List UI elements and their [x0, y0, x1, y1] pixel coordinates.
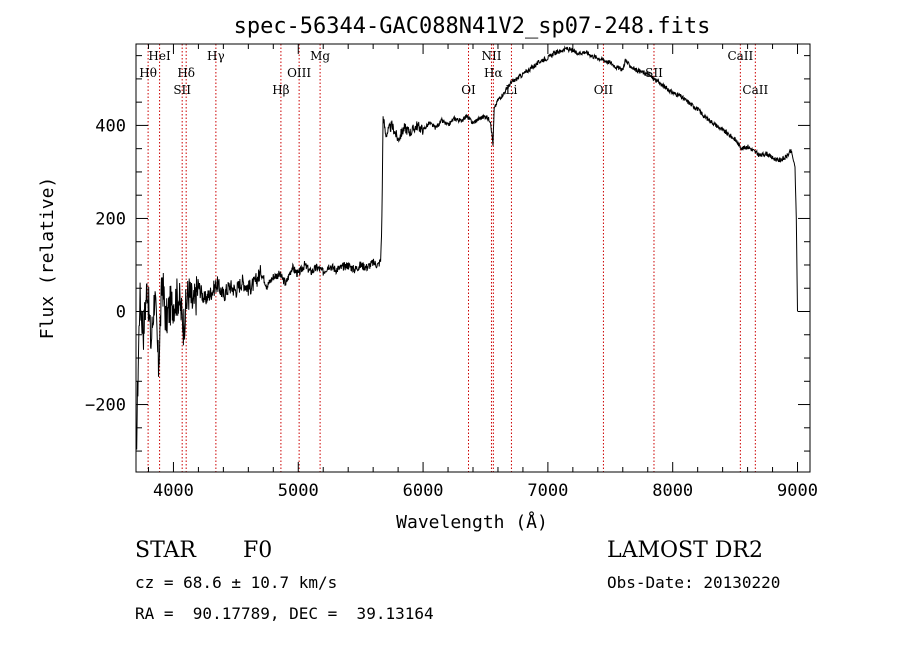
object-class: STAR [135, 538, 196, 563]
plot-frame [135, 43, 811, 473]
observation-date: Obs-Date: 20130220 [607, 573, 781, 592]
x-tick-label: 8000 [652, 481, 693, 501]
y-tick-label: −200 [85, 396, 126, 416]
line-marker-label: Mg [310, 49, 330, 63]
redshift-velocity: cz = 68.6 ± 10.7 km/s [135, 573, 338, 592]
line-marker-label: CaII [742, 83, 768, 97]
line-marker-label: Hβ [272, 83, 289, 97]
line-marker-label: Hθ [139, 66, 157, 80]
spectrum-line [135, 45, 798, 450]
y-tick-label: 0 [116, 303, 126, 323]
x-tick-label: 6000 [403, 481, 444, 501]
line-marker-label: NII [481, 49, 501, 63]
line-marker-label: OII [594, 83, 614, 97]
line-marker-label: OIII [287, 66, 311, 80]
line-marker-label: HeI [148, 49, 171, 63]
coordinates: RA = 90.17789, DEC = 39.13164 [135, 604, 434, 623]
chart-title: spec-56344-GAC088N41V2_sp07-248.fits [234, 14, 711, 39]
object-subclass: F0 [243, 538, 273, 563]
x-tick-label: 5000 [278, 481, 319, 501]
line-marker-label: Hγ [207, 49, 225, 63]
survey-name: LAMOST DR2 [607, 538, 763, 563]
x-tick-label: 9000 [777, 481, 818, 501]
line-marker-label: Hα [484, 66, 503, 80]
line-marker-label: Hδ [177, 66, 195, 80]
line-marker-label: Li [506, 83, 518, 97]
line-marker-label: SII [173, 83, 191, 97]
y-tick-label: 200 [95, 209, 126, 229]
spectrum-series [135, 45, 798, 450]
x-tick-label: 4000 [153, 481, 194, 501]
line-marker-label: CaII [727, 49, 753, 63]
line-marker-label: OI [461, 83, 476, 97]
y-axis-label: Flux (relative) [37, 177, 58, 340]
axes: 4000 5000 6000 7000 8000 9000 −200 0 200 400 [85, 44, 818, 501]
y-tick-label: 400 [95, 116, 126, 136]
line-marker-label: SII [645, 66, 663, 80]
x-tick-label: 7000 [527, 481, 568, 501]
x-axis-label: Wavelength (Å) [396, 511, 548, 533]
